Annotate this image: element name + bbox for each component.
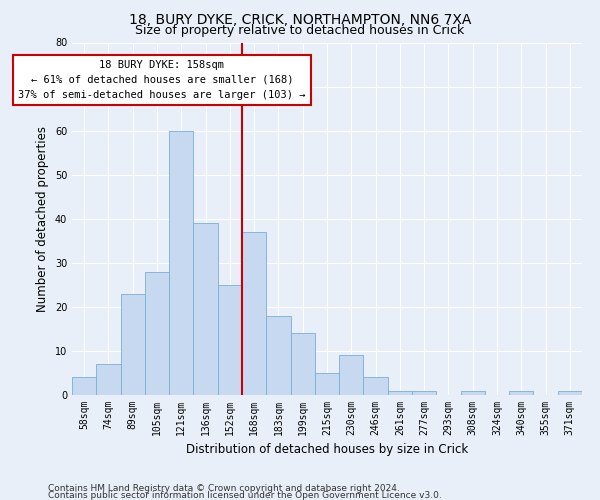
Bar bbox=[96, 364, 121, 395]
Text: Contains public sector information licensed under the Open Government Licence v3: Contains public sector information licen… bbox=[48, 491, 442, 500]
Bar bbox=[121, 294, 145, 395]
Bar bbox=[290, 334, 315, 395]
Bar bbox=[339, 356, 364, 395]
Bar bbox=[461, 390, 485, 395]
Bar bbox=[72, 378, 96, 395]
Y-axis label: Number of detached properties: Number of detached properties bbox=[36, 126, 49, 312]
Bar bbox=[412, 390, 436, 395]
Bar bbox=[315, 373, 339, 395]
Bar bbox=[193, 223, 218, 395]
Text: 18 BURY DYKE: 158sqm
← 61% of detached houses are smaller (168)
37% of semi-deta: 18 BURY DYKE: 158sqm ← 61% of detached h… bbox=[18, 60, 305, 100]
Bar bbox=[218, 285, 242, 395]
X-axis label: Distribution of detached houses by size in Crick: Distribution of detached houses by size … bbox=[186, 444, 468, 456]
Text: Contains HM Land Registry data © Crown copyright and database right 2024.: Contains HM Land Registry data © Crown c… bbox=[48, 484, 400, 493]
Bar bbox=[558, 390, 582, 395]
Bar bbox=[145, 272, 169, 395]
Bar bbox=[388, 390, 412, 395]
Bar bbox=[364, 378, 388, 395]
Bar bbox=[169, 130, 193, 395]
Text: 18, BURY DYKE, CRICK, NORTHAMPTON, NN6 7XA: 18, BURY DYKE, CRICK, NORTHAMPTON, NN6 7… bbox=[129, 12, 471, 26]
Bar bbox=[509, 390, 533, 395]
Text: Size of property relative to detached houses in Crick: Size of property relative to detached ho… bbox=[136, 24, 464, 37]
Bar bbox=[242, 232, 266, 395]
Bar bbox=[266, 316, 290, 395]
